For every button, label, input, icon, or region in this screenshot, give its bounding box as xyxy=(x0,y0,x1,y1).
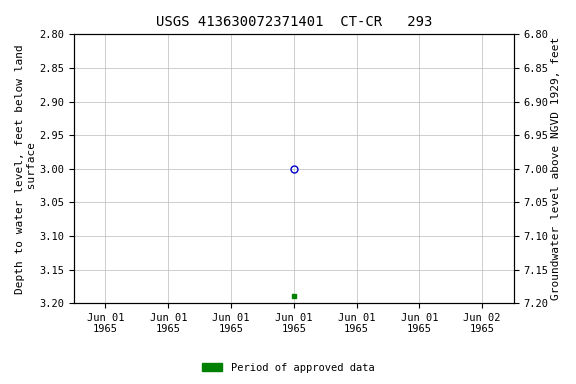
Y-axis label: Depth to water level, feet below land
 surface: Depth to water level, feet below land su… xyxy=(15,44,37,294)
Y-axis label: Groundwater level above NGVD 1929, feet: Groundwater level above NGVD 1929, feet xyxy=(551,37,561,300)
Title: USGS 413630072371401  CT-CR   293: USGS 413630072371401 CT-CR 293 xyxy=(156,15,432,29)
Legend: Period of approved data: Period of approved data xyxy=(198,359,378,377)
